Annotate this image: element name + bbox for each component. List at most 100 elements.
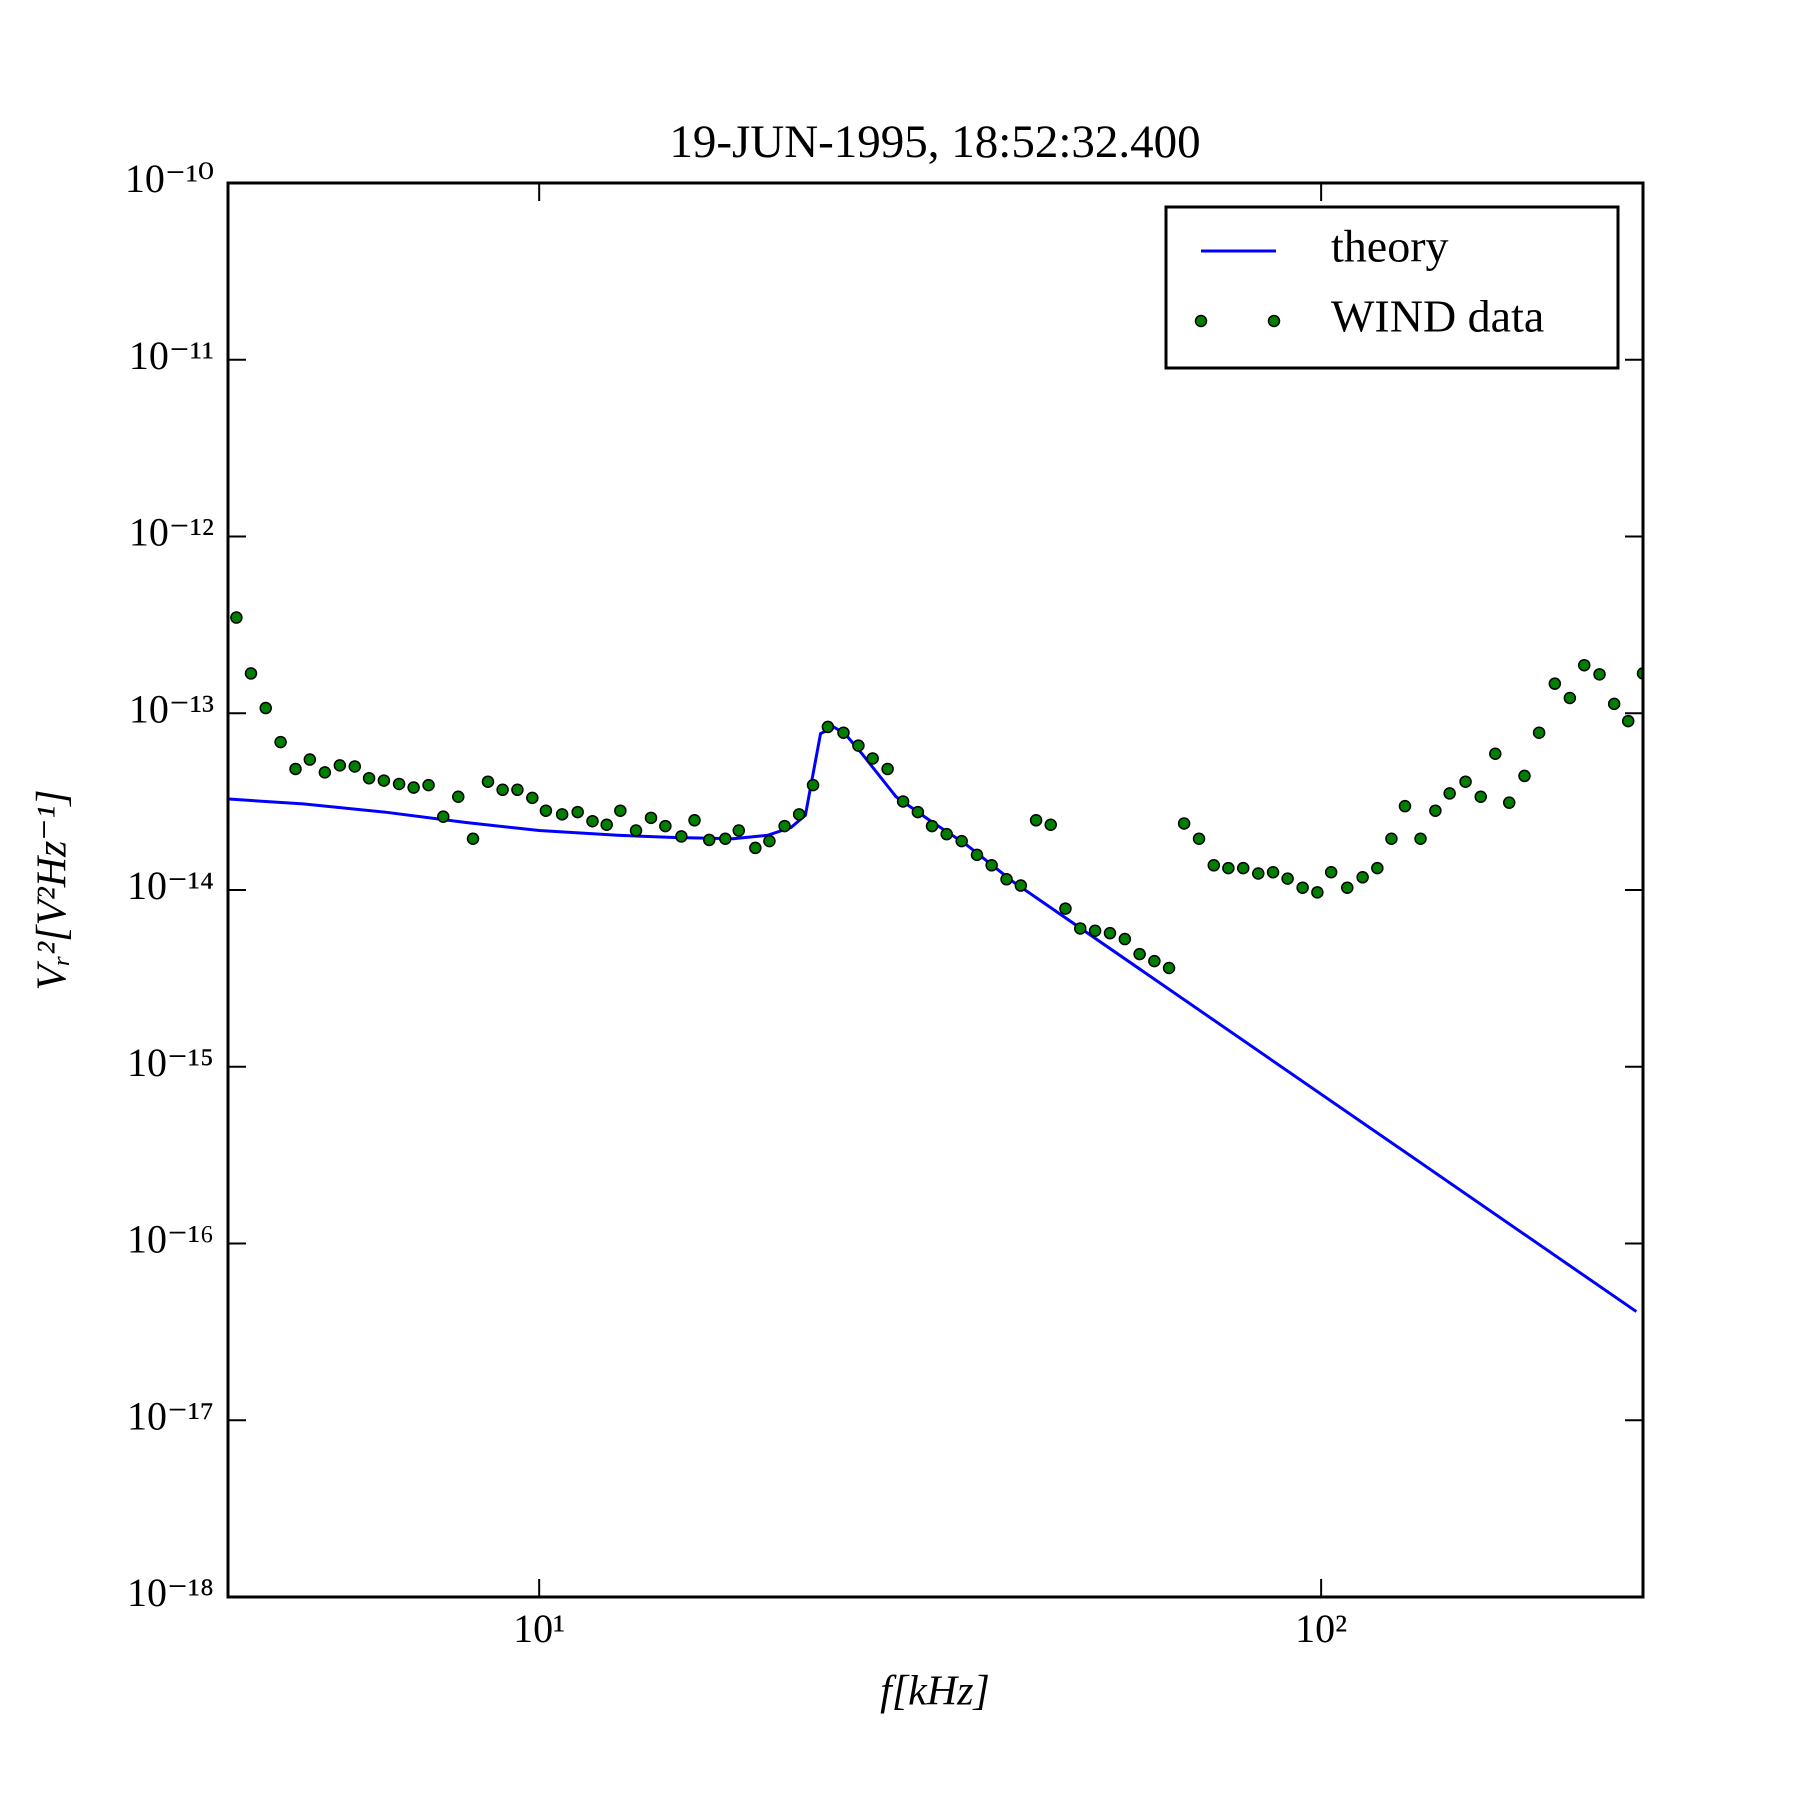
data-point [555,808,569,821]
data-point [1414,832,1427,845]
data-point [702,833,716,847]
data-point [881,762,894,776]
data-point [1044,818,1057,831]
data-point [1621,714,1635,728]
data-point [259,701,272,715]
data-point [1324,866,1338,879]
data-point [866,752,879,765]
data-point [1162,961,1176,975]
data-point [955,834,968,848]
data-point [1577,658,1591,672]
chart-title: 19-JUN-1995, 18:52:32.400 [669,116,1200,168]
data-point [1148,954,1161,968]
data-point [466,832,480,845]
legend-label: WIND data [1331,291,1544,342]
data-point [1118,932,1132,946]
data-point [1563,691,1577,705]
legend-marker [1194,314,1208,328]
data-point [1059,902,1072,915]
data-point [539,804,553,817]
data-point [526,791,539,805]
data-point [940,827,953,841]
data-point [1341,881,1354,894]
y-tick-label: 10⁻¹³ [129,686,214,731]
data-point [481,775,495,788]
data-point [749,841,762,855]
y-tick-label: 10⁻¹⁷ [127,1393,214,1438]
plot-area [228,611,1643,1313]
data-point [614,804,627,817]
data-point [1429,804,1442,817]
data-point [348,760,362,773]
data-point [1607,697,1621,711]
data-point [244,667,258,680]
y-tick-label: 10⁻¹¹ [129,333,214,378]
legend-box [1164,205,1620,370]
data-point [1000,873,1013,886]
data-point [852,739,865,752]
legend-marker [1267,314,1281,328]
data-point [303,753,317,766]
data-point [1207,859,1221,872]
data-point [792,808,806,821]
data-point [1177,817,1191,830]
data-point [1518,769,1531,783]
data-point [629,824,643,837]
data-point [1311,886,1324,899]
data-point [1356,871,1369,884]
data-point [1385,832,1398,845]
theory-line [228,725,1638,1313]
data-point [763,834,776,848]
y-tick-label: 10⁻¹⁰ [125,156,214,201]
data-point [821,720,835,734]
data-point [970,848,984,862]
data-point [732,824,746,837]
data-point [274,735,287,749]
data-point [1371,861,1384,875]
data-point [659,819,672,833]
data-point [600,818,613,831]
data-point [1532,726,1546,739]
data-point [911,805,925,819]
data-point [985,859,998,872]
data-point [1103,926,1117,940]
data-point [1029,814,1043,827]
y-tick-label: 10⁻¹⁵ [127,1040,214,1085]
data-point [289,762,302,776]
data-point [778,819,791,833]
data-point [675,830,688,843]
data-point [1088,924,1102,938]
data-point [1014,879,1028,892]
data-point [392,777,406,791]
y-tick-label: 10⁻¹⁶ [127,1217,214,1262]
data-point [1593,668,1606,681]
data-point [1266,866,1280,879]
data-point [1296,881,1309,894]
data-point [333,759,347,772]
data-point [1489,747,1502,761]
data-point [688,814,701,827]
x-axis-label: f[kHz] [880,1669,990,1715]
data-point [318,766,332,779]
y-tick-label: 10⁻¹² [129,510,214,555]
data-point [586,814,599,828]
data-point [644,811,658,825]
data-point [571,805,584,819]
data-point [407,781,420,794]
data-point [1252,867,1265,880]
x-tick-label: 10¹ [513,1606,565,1651]
data-point [806,778,820,792]
data-point [1222,861,1235,875]
plot-frame [226,181,1645,1599]
data-point [452,790,465,803]
data-point [1548,677,1562,690]
y-tick-label: 10⁻¹⁴ [127,863,214,908]
data-point [230,611,243,624]
data-point [837,726,850,739]
data-point [1192,832,1206,845]
data-point [422,778,435,792]
data-point [496,783,509,797]
data-point [1074,922,1087,935]
data-point [362,771,376,785]
